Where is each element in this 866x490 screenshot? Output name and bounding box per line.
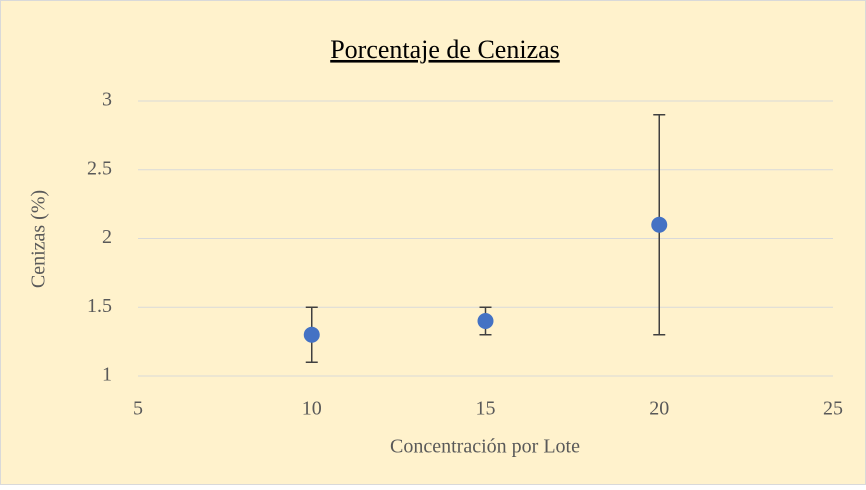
y-axis-label: Cenizas (%) [28, 190, 50, 288]
x-axis-label: Concentración por Lote [390, 436, 580, 458]
y-tick-label: 2 [102, 226, 112, 248]
y-tick-label: 1.5 [87, 295, 112, 317]
point [303, 326, 320, 343]
x-tick-label: 15 [476, 398, 496, 420]
x-tick-label: 25 [823, 398, 843, 420]
x-tick-label: 10 [302, 398, 322, 420]
y-tick-label: 3 [102, 89, 112, 111]
chart-title: Porcentaje de Cenizas [330, 35, 560, 64]
y-tick-label: 1 [102, 364, 112, 386]
point [651, 216, 668, 233]
x-tick-label: 20 [649, 398, 669, 420]
x-tick-label: 5 [133, 398, 143, 420]
y-tick-label: 2.5 [87, 157, 112, 179]
point [477, 313, 494, 329]
